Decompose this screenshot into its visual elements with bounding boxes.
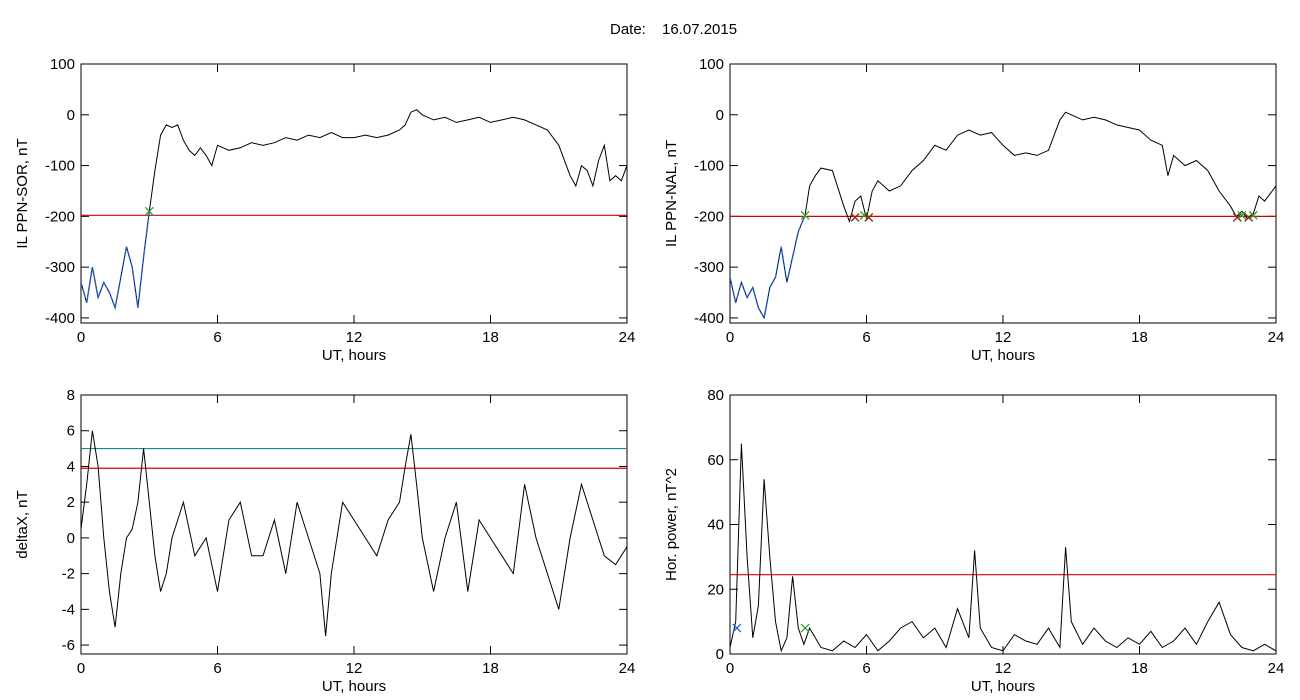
y-tick-label: 0	[716, 107, 724, 124]
x-tick-label: 12	[995, 660, 1012, 677]
x-tick-label: 0	[726, 329, 734, 346]
y-tick-label: 4	[67, 458, 75, 475]
y-tick-label: -400	[694, 310, 724, 327]
chart-ppn-sor: 0 6 12 18 24 -400 -300 -200 -100 0 100 UT, hours IL …	[14, 56, 635, 364]
y-tick-label: -4	[62, 601, 75, 618]
x-tick-label: 6	[213, 329, 221, 346]
y-tick-label: -100	[45, 158, 75, 175]
cross-marker	[864, 212, 874, 222]
cross-marker-stroke	[859, 210, 869, 220]
series-line	[81, 430, 627, 637]
x-tick-label: 24	[619, 660, 636, 677]
y-tick-label: -200	[45, 208, 75, 225]
x-axis-label: UT, hours	[971, 347, 1035, 364]
y-tick-label: 8	[67, 387, 75, 404]
cross-marker	[144, 206, 154, 216]
cross-marker	[1232, 212, 1242, 222]
x-axis-label: UT, hours	[322, 678, 386, 695]
y-tick-label: -400	[45, 310, 75, 327]
y-tick-label: -2	[62, 566, 75, 583]
chart-ppn-nal: 0 6 12 18 24 -400 -300 -200 -100 0 100 UT, hours IL …	[663, 56, 1284, 364]
y-tick-label: 20	[707, 581, 724, 598]
y-tick-label: 100	[699, 56, 724, 73]
x-tick-label: 6	[213, 660, 221, 677]
cross-marker	[800, 623, 810, 633]
y-tick-label: -300	[45, 259, 75, 276]
y-tick-label: 2	[67, 494, 75, 511]
x-axis-label: UT, hours	[971, 678, 1035, 695]
cross-marker-stroke	[1248, 210, 1258, 220]
cross-marker-stroke	[1244, 212, 1254, 222]
cross-marker-stroke	[732, 623, 742, 633]
y-tick-label: 100	[50, 56, 75, 73]
cross-marker-stroke	[1237, 210, 1247, 220]
y-tick-label: -200	[694, 208, 724, 225]
x-tick-label: 24	[619, 329, 636, 346]
plot-frame	[80, 63, 628, 324]
x-tick-label: 18	[482, 660, 499, 677]
cross-marker-stroke	[800, 210, 810, 220]
y-axis-label: Hor. power, nT^2	[663, 468, 680, 581]
plot-frame	[729, 63, 1277, 324]
y-axis-label: IL PPN-NAL, nT	[663, 140, 680, 247]
x-tick-label: 12	[346, 329, 363, 346]
x-tick-label: 24	[1268, 329, 1285, 346]
y-tick-label: -100	[694, 158, 724, 175]
cross-marker-stroke	[800, 623, 810, 633]
y-tick-label: 0	[67, 107, 75, 124]
y-axis-label: deltaX, nT	[14, 490, 31, 558]
y-tick-label: 60	[707, 452, 724, 469]
x-tick-label: 0	[77, 660, 85, 677]
x-tick-label: 0	[77, 329, 85, 346]
y-tick-label: 0	[716, 646, 724, 663]
cross-marker	[850, 212, 860, 222]
highlight-segment	[81, 211, 150, 311]
x-tick-label: 18	[482, 329, 499, 346]
cross-marker	[1237, 210, 1247, 220]
y-tick-label: 0	[67, 530, 75, 547]
highlight-segment	[730, 215, 806, 320]
cross-marker-stroke	[144, 206, 154, 216]
x-tick-label: 18	[1131, 660, 1148, 677]
cross-marker	[800, 210, 810, 220]
cross-marker-stroke	[864, 212, 874, 222]
cross-marker-stroke	[850, 212, 860, 222]
series-line	[730, 111, 1276, 320]
y-tick-label: 80	[707, 387, 724, 404]
date-value: 16.07.2015	[662, 21, 737, 38]
y-tick-label: -6	[62, 637, 75, 654]
date-label: Date:	[610, 21, 646, 38]
series-line	[81, 109, 627, 310]
x-tick-label: 18	[1131, 329, 1148, 346]
y-tick-label: 6	[67, 423, 75, 440]
cross-marker-stroke	[1232, 212, 1242, 222]
cross-marker	[859, 210, 869, 220]
y-tick-label: -300	[694, 259, 724, 276]
cross-marker	[1248, 210, 1258, 220]
x-tick-label: 0	[726, 660, 734, 677]
x-tick-label: 6	[862, 660, 870, 677]
x-tick-label: 24	[1268, 660, 1285, 677]
plot-frame	[729, 394, 1277, 655]
cross-marker	[732, 623, 742, 633]
chart-hor-power: 0 6 12 18 24 0 20 40 60 80 UT, hours Hor. power, nT…	[663, 387, 1284, 695]
cross-marker	[1244, 212, 1254, 222]
plot-frame	[80, 394, 628, 655]
x-tick-label: 12	[995, 329, 1012, 346]
series-line	[730, 443, 1276, 653]
x-tick-label: 6	[862, 329, 870, 346]
x-axis-label: UT, hours	[322, 347, 386, 364]
x-tick-label: 12	[346, 660, 363, 677]
y-axis-label: IL PPN-SOR, nT	[14, 138, 31, 248]
y-tick-label: 40	[707, 517, 724, 534]
